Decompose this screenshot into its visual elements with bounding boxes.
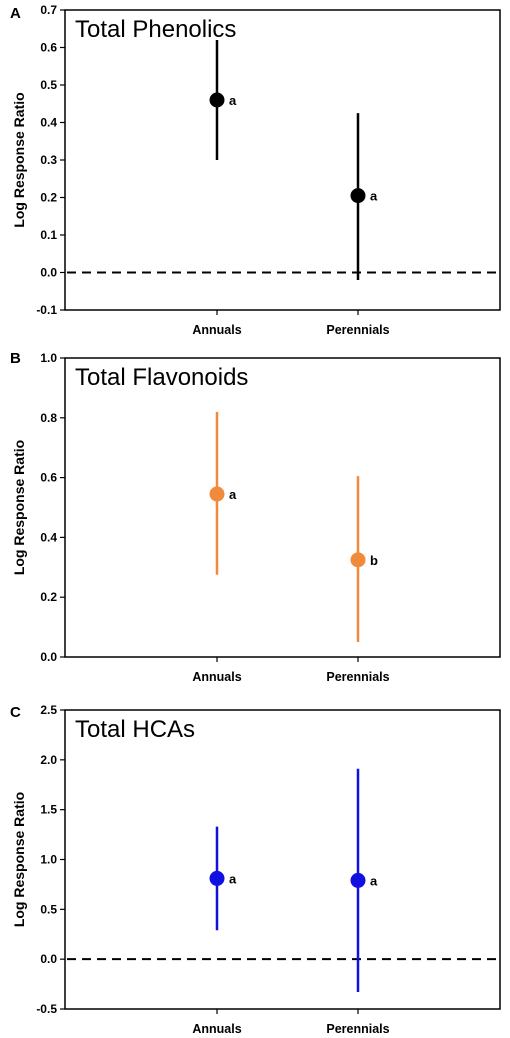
chart-title: Total HCAs (75, 716, 195, 743)
x-tick-label: Annuals (192, 323, 241, 337)
y-tick-label: 0.6 (40, 471, 57, 485)
plot-frame (64, 9, 501, 311)
significance-letter: a (229, 871, 237, 886)
plot-frame (64, 709, 501, 1010)
significance-letter: a (229, 93, 237, 108)
panel-c: C Total HCAs -0.5 0.0 0.5 1.0 1.5 2.0 2.5 Annuals… (10, 703, 501, 1036)
y-tick-label: 0.0 (40, 952, 57, 966)
y-tick-label: 0.0 (40, 266, 57, 280)
x-tick-label: Annuals (192, 1022, 241, 1036)
y-tick-label: 0.2 (40, 191, 57, 205)
y-tick-label: 0.4 (40, 116, 57, 130)
data-point-perennials (350, 188, 366, 204)
y-tick-label: 1.5 (40, 803, 57, 817)
plot-frame (64, 357, 501, 658)
y-axis-label: Log Response Ratio (11, 792, 27, 927)
significance-letter: a (370, 189, 378, 204)
y-tick-label: 0.3 (40, 153, 57, 167)
y-tick-label: 1.0 (40, 853, 57, 867)
x-tick-label: Perennials (326, 323, 389, 337)
y-tick-label: 0.8 (40, 411, 57, 425)
y-axis-label: Log Response Ratio (11, 440, 27, 575)
panel-letter: B (10, 350, 21, 367)
significance-letter: a (229, 487, 237, 502)
data-point-perennials (350, 552, 366, 568)
chart-title: Total Phenolics (75, 16, 236, 43)
y-tick-label: 2.5 (40, 703, 57, 717)
y-tick-label: 0.7 (40, 3, 57, 17)
panel-a: A Total Phenolics -0.1 0.0 0.1 0.2 0.3 0.4 0.5 0.… (10, 3, 501, 337)
chart-title: Total Flavonoids (75, 364, 248, 391)
y-tick-label: 0.5 (40, 78, 57, 92)
data-point-annuals (209, 870, 225, 886)
x-tick-label: Annuals (192, 670, 241, 684)
y-tick-label: 2.0 (40, 753, 57, 767)
y-tick-label: 0.0 (40, 650, 57, 664)
x-tick-label: Perennials (326, 670, 389, 684)
y-axis-label: Log Response Ratio (11, 92, 27, 227)
data-point-annuals (209, 486, 225, 502)
panel-b: B Total Flavonoids 0.0 0.2 0.4 0.6 0.8 1.0 Annua… (10, 350, 501, 684)
panel-letter: A (10, 5, 21, 22)
y-tick-label: 0.6 (40, 41, 57, 55)
y-tick-label: 0.5 (40, 902, 57, 916)
significance-letter: b (370, 553, 378, 568)
y-tick-label: 0.2 (40, 590, 57, 604)
y-tick-label: 1.0 (40, 351, 57, 365)
significance-letter: a (370, 873, 378, 888)
x-tick-label: Perennials (326, 1022, 389, 1036)
y-tick-label: 0.4 (40, 530, 57, 544)
panel-letter: C (10, 704, 21, 721)
y-tick-label: 0.1 (40, 228, 57, 242)
data-point-annuals (209, 92, 225, 108)
y-tick-label: -0.5 (36, 1002, 57, 1016)
y-tick-label: -0.1 (36, 303, 57, 317)
data-point-perennials (350, 872, 366, 888)
